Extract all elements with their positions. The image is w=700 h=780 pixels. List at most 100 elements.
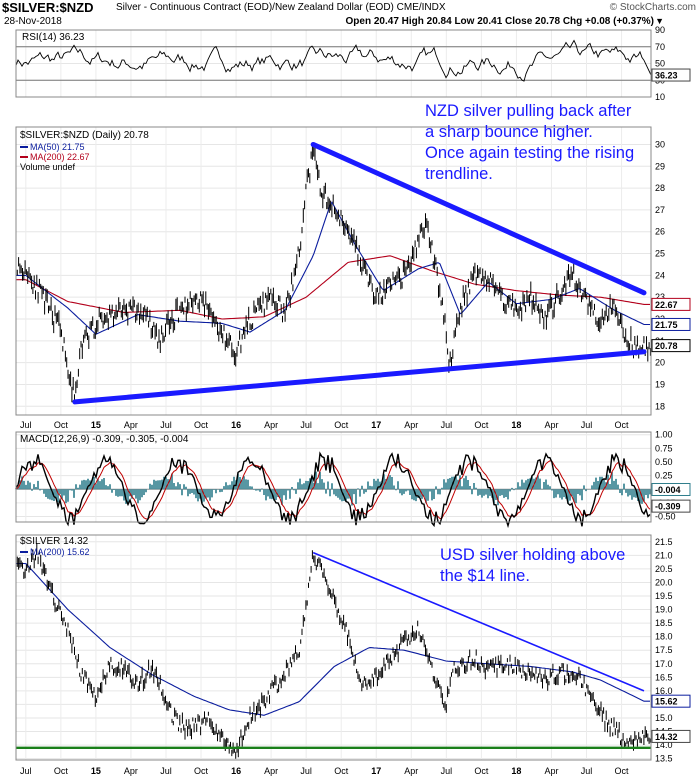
x-axis-label: Oct — [334, 420, 349, 430]
rsi-tick-label: 90 — [655, 25, 665, 35]
x-axis-label-bottom: Jul — [441, 766, 453, 776]
x-axis-label-bottom: Oct — [54, 766, 69, 776]
x-axis-label: Jul — [581, 420, 593, 430]
macd-tick-label: 1.00 — [655, 430, 673, 440]
x-axis-label: Apr — [404, 420, 418, 430]
symbol-description: Silver - Continuous Contract (EOD)/New Z… — [116, 2, 394, 13]
nzd-tick-label: 29 — [655, 161, 665, 171]
nzd-ma200-line — [16, 255, 650, 320]
nzd-tick-label: 19 — [655, 379, 665, 389]
usd-tick-label: 15.0 — [655, 713, 673, 723]
x-axis-label-bottom: Apr — [124, 766, 138, 776]
x-axis-label-bottom: 17 — [371, 766, 381, 776]
nzd-ma50-tag-box — [651, 317, 691, 331]
nzd-tick-label: 27 — [655, 205, 665, 215]
x-axis-label: Oct — [54, 420, 69, 430]
nzd-annotation-line: trendline. — [425, 165, 493, 183]
usd-last-tag: 14.32 — [655, 732, 678, 742]
chart-description: Silver - Continuous Contract (EOD)/New Z… — [116, 2, 446, 13]
usd-annotation: USD silver holding above the $14 line. — [440, 545, 625, 587]
x-axis-label: 17 — [371, 420, 381, 430]
x-axis-label-bottom: Jul — [300, 766, 312, 776]
x-axis-label: Oct — [194, 420, 209, 430]
x-axis-label-bottom: Oct — [194, 766, 209, 776]
usd-title: $SILVER 14.32 — [20, 536, 89, 547]
legend-usd-ma200-label: MA(200) 15.62 — [30, 547, 90, 557]
x-axis-label-bottom: Oct — [474, 766, 489, 776]
x-axis-label: Jul — [300, 420, 312, 430]
legend-ma50-label: MA(50) 21.75 — [30, 142, 85, 152]
nzd-tick-label: 26 — [655, 227, 665, 237]
usd-tick-label: 18.0 — [655, 632, 673, 642]
copyright: © StockCharts.com — [609, 2, 696, 13]
nzd-tick-label: 18 — [655, 401, 665, 411]
nzd-tick-label: 28 — [655, 183, 665, 193]
macd-hist-tag-box — [651, 482, 691, 496]
usd-annotation-line: USD silver holding above — [440, 546, 626, 564]
rsi-last-tag: 36.23 — [655, 71, 678, 81]
nzd-tick-label: 20 — [655, 358, 665, 368]
rsi-tick-label: 70 — [655, 42, 665, 52]
usd-tick-label: 20.5 — [655, 564, 673, 574]
usd-tick-label: 20.0 — [655, 577, 673, 587]
x-axis-label: Apr — [544, 420, 558, 430]
macd-hist-tag: -0.004 — [655, 485, 681, 495]
x-axis-label: Oct — [474, 420, 489, 430]
nzd-tick-label: 24 — [655, 270, 665, 280]
x-axis-label: Jul — [160, 420, 172, 430]
nzd-tick-label: 25 — [655, 249, 665, 259]
nzd-annotation: NZD silver pulling back after a sharp bo… — [425, 101, 634, 185]
x-axis-label-bottom: 18 — [511, 766, 521, 776]
nzd-panel-frame — [15, 126, 652, 416]
x-axis-label-bottom: Apr — [544, 766, 558, 776]
usd-ma200-line — [16, 562, 650, 716]
x-axis-label: 15 — [91, 420, 101, 430]
usd-tick-label: 14.0 — [655, 740, 673, 750]
macd-signal-line — [15, 460, 651, 520]
legend-ma200-label: MA(200) 22.67 — [30, 152, 90, 162]
x-axis-label-bottom: 16 — [231, 766, 241, 776]
x-axis-label-bottom: Jul — [20, 766, 32, 776]
usd-panel-frame — [15, 534, 652, 761]
nzd-tick-label: 30 — [655, 139, 665, 149]
usd-tick-label: 18.5 — [655, 618, 673, 628]
x-axis-label-bottom: Apr — [404, 766, 418, 776]
x-axis-label: Apr — [264, 420, 278, 430]
rsi-tick-label: 10 — [655, 92, 665, 102]
nzd-ma50-tag: 21.75 — [655, 320, 678, 330]
rsi-panel-frame — [15, 29, 652, 98]
nzd-annotation-line: NZD silver pulling back after — [425, 102, 632, 120]
usd-tick-label: 19.0 — [655, 605, 673, 615]
usd-tick-label: 13.5 — [655, 754, 673, 764]
nzd-trendline — [310, 141, 647, 296]
usd-tick-label: 16.0 — [655, 686, 673, 696]
dropdown-arrow-icon[interactable]: ▼ — [655, 16, 664, 26]
usd-tick-label: 16.5 — [655, 672, 673, 682]
x-axis-label: 16 — [231, 420, 241, 430]
x-axis-label-bottom: Jul — [581, 766, 593, 776]
nzd-annotation-line: Once again testing the rising — [425, 144, 635, 162]
macd-tick-label: 0.50 — [655, 457, 673, 467]
macd-line — [15, 451, 651, 529]
legend-volume-label: Volume undef — [20, 162, 76, 172]
macd-tick-label: 0.25 — [655, 471, 673, 481]
x-axis-label: 18 — [511, 420, 521, 430]
exchange-label: CME/INDX — [396, 2, 446, 13]
ohlc-readout: Open 20.47 High 20.84 Low 20.41 Close 20… — [345, 16, 654, 27]
macd-last-tag: -0.309 — [655, 502, 681, 512]
nzd-ma200-tag-box — [651, 297, 691, 311]
x-axis-label: Oct — [615, 420, 630, 430]
rsi-title: RSI(14) 36.23 — [22, 32, 85, 43]
x-axis-label-bottom: Oct — [615, 766, 630, 776]
usd-annotation-line: the $14 line. — [440, 567, 530, 585]
usd-trendline — [312, 551, 645, 692]
usd-tick-label: 21.0 — [655, 550, 673, 560]
x-axis-label: Apr — [124, 420, 138, 430]
usd-tick-label: 21.5 — [655, 537, 673, 547]
nzd-trendline — [72, 349, 647, 405]
macd-title: MACD(12,26,9) -0.309, -0.305, -0.004 — [20, 434, 189, 445]
usd-tick-label: 19.5 — [655, 591, 673, 601]
usd-tick-label: 17.5 — [655, 645, 673, 655]
